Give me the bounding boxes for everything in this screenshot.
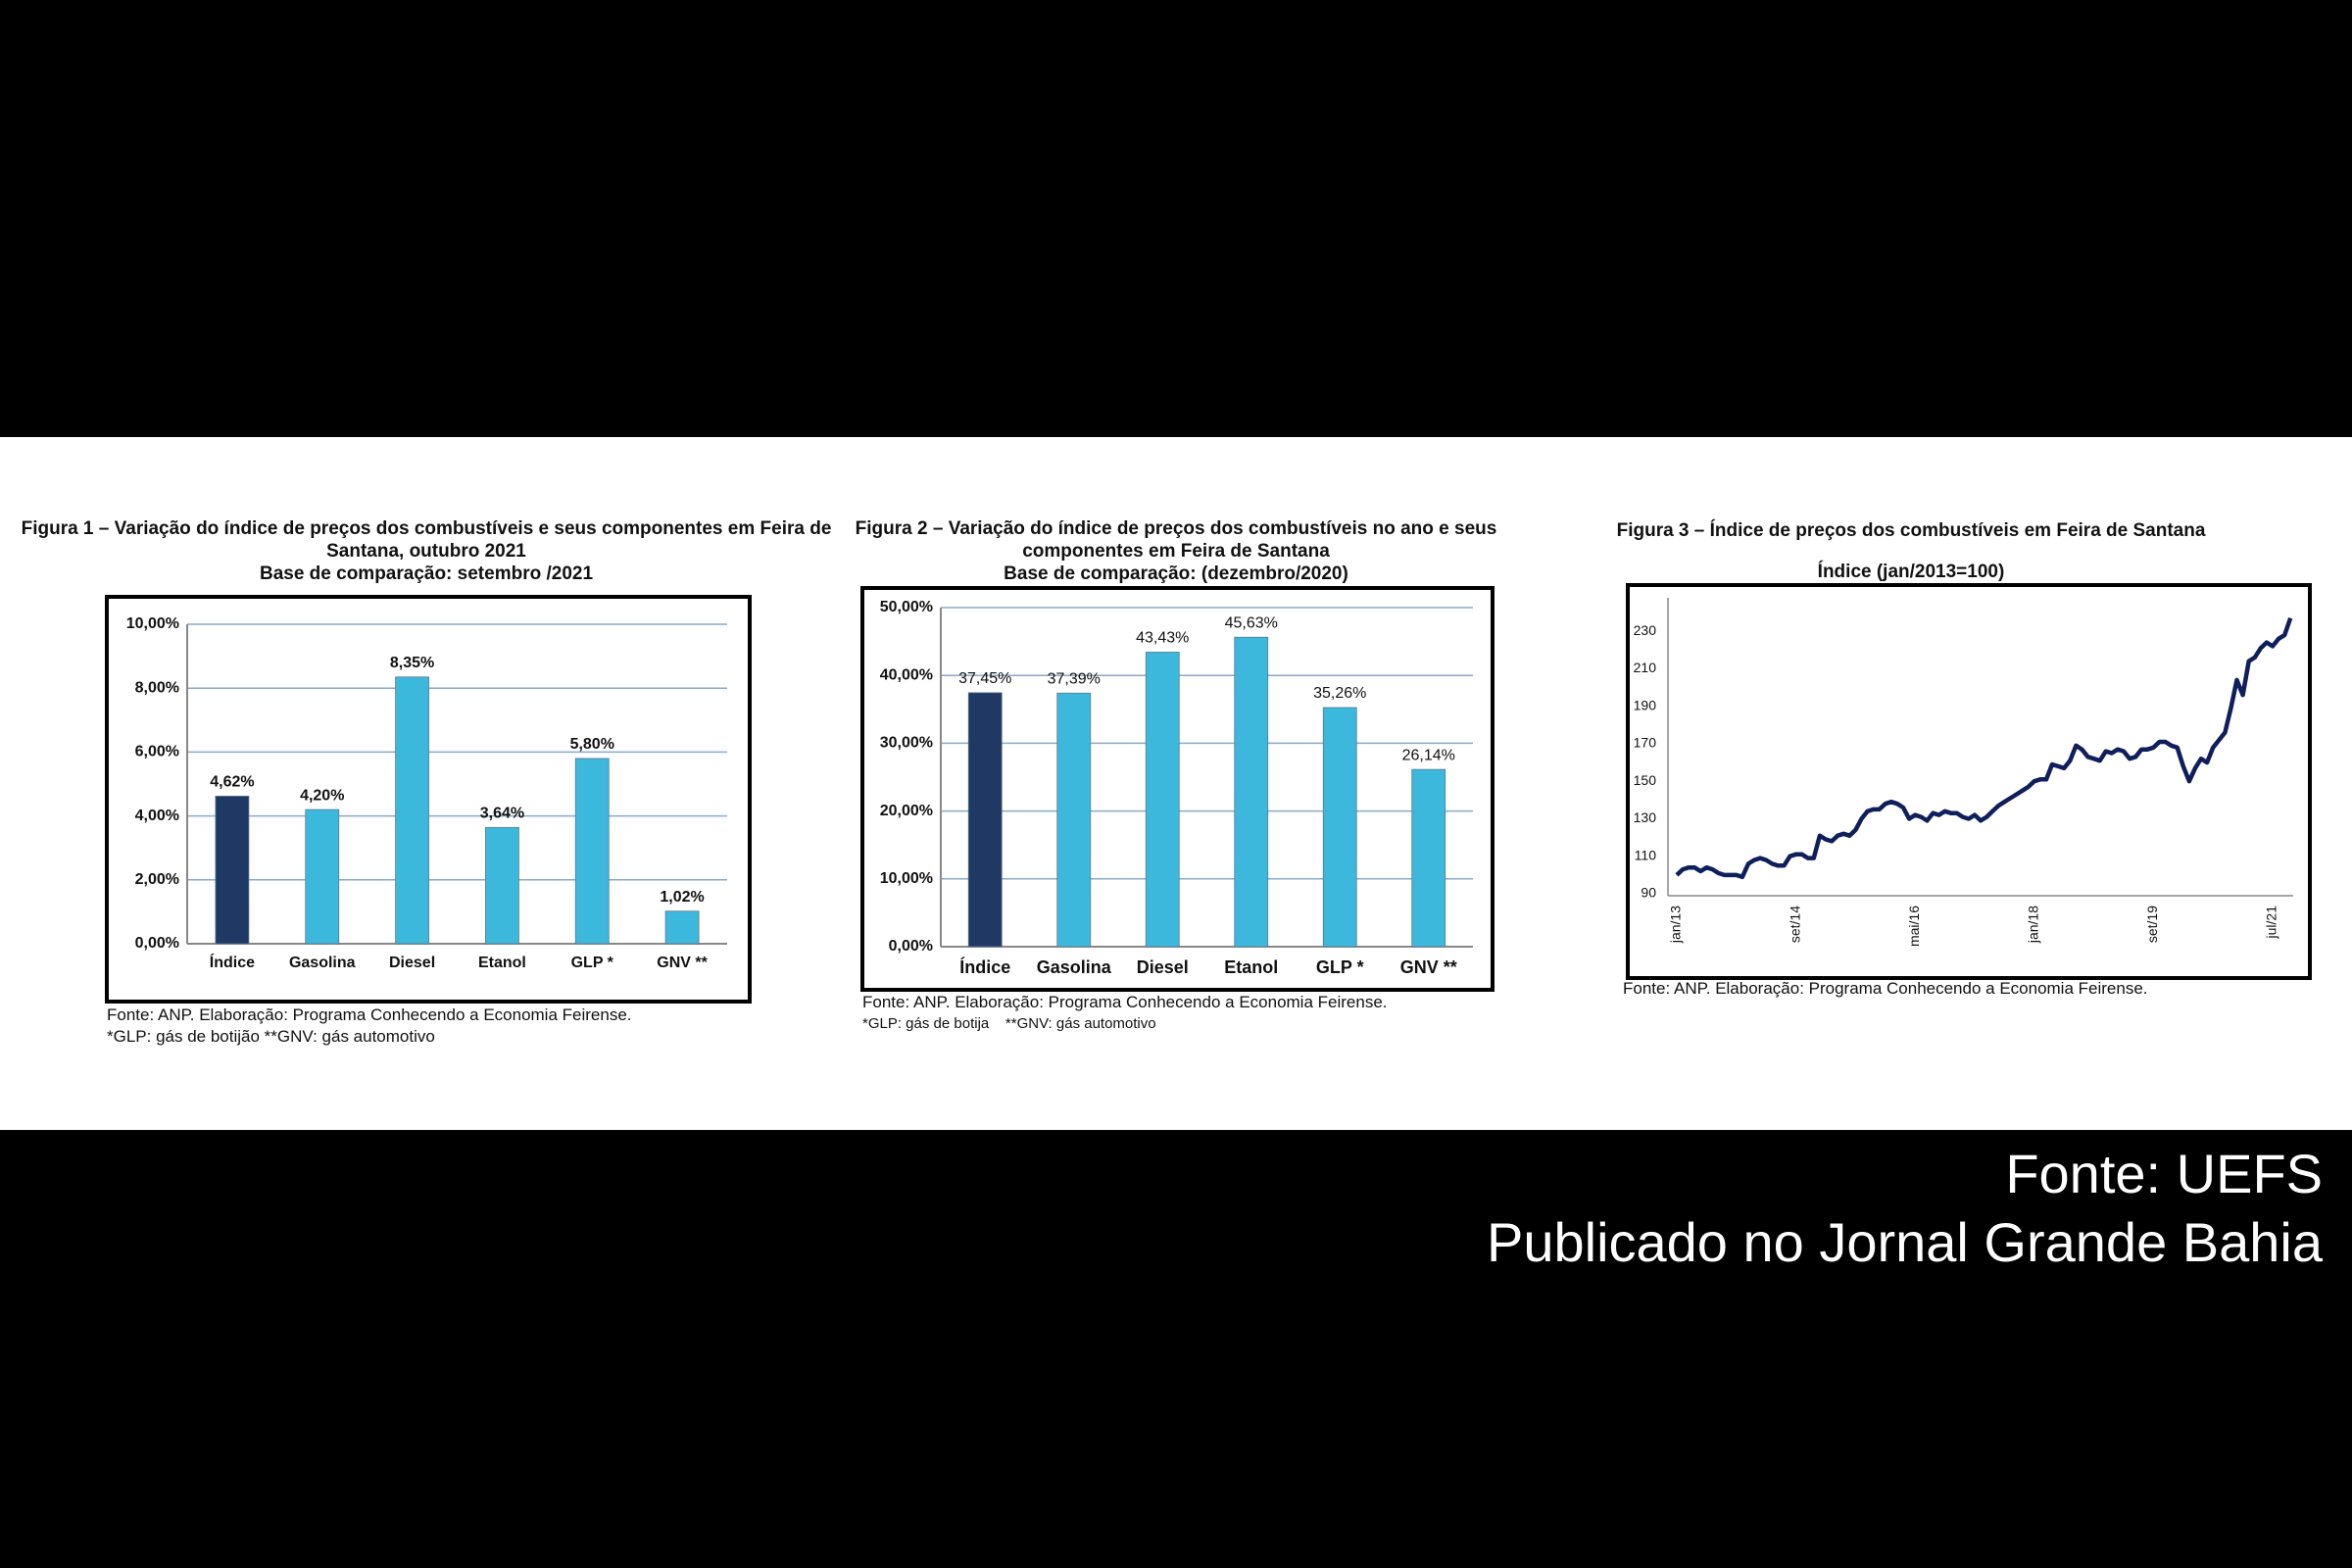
bar bbox=[1145, 652, 1180, 948]
bar bbox=[1411, 768, 1446, 948]
y-tick-label: 210 bbox=[1634, 660, 1657, 675]
x-tick-label: GLP * bbox=[571, 955, 614, 971]
y-tick-label: 6,00% bbox=[135, 744, 179, 760]
y-tick-label: 10,00% bbox=[880, 870, 933, 887]
value-label: 5,80% bbox=[570, 736, 614, 753]
value-label: 26,14% bbox=[1402, 747, 1455, 763]
x-tick-label: GNV ** bbox=[657, 955, 708, 971]
x-tick-label: Etanol bbox=[478, 955, 526, 971]
bar bbox=[395, 676, 429, 945]
x-tick-label: mai/16 bbox=[1906, 906, 1922, 947]
chart-note: Fonte: ANP. Elaboração: Programa Conhece… bbox=[107, 1005, 632, 1024]
y-tick-label: 2,00% bbox=[135, 871, 179, 888]
y-tick-label: 110 bbox=[1635, 847, 1657, 862]
chart-title: Figura 3 – Índice de preços dos combustí… bbox=[1616, 520, 2206, 541]
y-tick-label: 50,00% bbox=[880, 599, 933, 615]
x-tick-label: Diesel bbox=[1137, 957, 1189, 977]
y-tick-label: 170 bbox=[1634, 735, 1657, 751]
y-tick-label: 8,00% bbox=[135, 679, 179, 696]
bar bbox=[664, 910, 700, 945]
chart-subtitle: Base de comparação: (dezembro/2020) bbox=[1004, 564, 1348, 584]
chart-note: *GLP: gás de botija **GNV: gás automotiv… bbox=[862, 1015, 1156, 1032]
chart-subtitle: Índice (jan/2013=100) bbox=[1817, 562, 2005, 582]
y-tick-label: 130 bbox=[1634, 809, 1657, 825]
x-tick-label: GLP * bbox=[1316, 957, 1364, 977]
line-series bbox=[1675, 616, 2293, 880]
chart-note: Fonte: ANP. Elaboração: Programa Conhece… bbox=[1623, 979, 2148, 998]
chart-title: Figura 2 – Variação do índice de preços … bbox=[855, 518, 1497, 562]
x-tick-label: Etanol bbox=[1224, 957, 1278, 977]
chart-subtitle: Base de comparação: setembro /2021 bbox=[259, 564, 594, 584]
y-tick-label: 0,00% bbox=[135, 935, 179, 952]
y-tick-label: 0,00% bbox=[889, 938, 933, 955]
y-tick-label: 150 bbox=[1634, 772, 1657, 788]
x-tick-label: jan/18 bbox=[2026, 906, 2041, 944]
x-tick-label: Índice bbox=[959, 956, 1010, 977]
bar bbox=[485, 826, 519, 945]
value-label: 37,39% bbox=[1048, 670, 1101, 687]
x-tick-label: Gasolina bbox=[289, 955, 356, 971]
x-tick-label: jan/13 bbox=[1668, 906, 1684, 944]
value-label: 3,64% bbox=[480, 806, 524, 822]
bar bbox=[967, 692, 1003, 948]
x-tick-label: jul/21 bbox=[2264, 906, 2279, 940]
x-tick-label: Gasolina bbox=[1037, 957, 1112, 977]
bar bbox=[1322, 707, 1357, 948]
value-label: 37,45% bbox=[958, 670, 1011, 687]
chart-note: Fonte: ANP. Elaboração: Programa Conhece… bbox=[862, 993, 1388, 1011]
chart-title: Figura 1 – Variação do índice de preços … bbox=[21, 518, 832, 562]
value-label: 35,26% bbox=[1313, 685, 1366, 702]
x-tick-label: Diesel bbox=[389, 955, 435, 971]
bar bbox=[1234, 636, 1269, 948]
value-label: 1,02% bbox=[660, 889, 704, 906]
y-tick-label: 20,00% bbox=[880, 803, 933, 819]
chart-note: *GLP: gás de botijão **GNV: gás automoti… bbox=[107, 1027, 435, 1046]
footer-source: Fonte: UEFS bbox=[2005, 1143, 2323, 1204]
y-tick-label: 30,00% bbox=[880, 735, 933, 752]
value-label: 4,20% bbox=[300, 787, 344, 804]
chart-frame bbox=[1626, 583, 2312, 980]
y-tick-label: 230 bbox=[1634, 622, 1657, 638]
y-tick-label: 4,00% bbox=[135, 808, 179, 824]
bar bbox=[305, 808, 340, 945]
value-label: 45,63% bbox=[1225, 614, 1278, 631]
y-tick-label: 190 bbox=[1634, 697, 1657, 712]
footer-publisher: Publicado no Jornal Grande Bahia bbox=[1486, 1211, 2323, 1273]
bar bbox=[215, 795, 250, 945]
y-tick-label: 90 bbox=[1641, 885, 1656, 901]
x-tick-label: set/14 bbox=[1787, 906, 1802, 943]
value-label: 4,62% bbox=[210, 774, 254, 791]
y-tick-label: 10,00% bbox=[126, 615, 179, 632]
value-label: 43,43% bbox=[1136, 630, 1189, 647]
bar bbox=[574, 758, 610, 945]
x-tick-label: GNV ** bbox=[1400, 957, 1457, 977]
value-label: 8,35% bbox=[390, 655, 434, 671]
x-tick-label: set/19 bbox=[2144, 906, 2160, 943]
bar bbox=[1056, 692, 1092, 948]
x-tick-label: Índice bbox=[210, 953, 255, 971]
y-tick-label: 40,00% bbox=[880, 666, 933, 683]
